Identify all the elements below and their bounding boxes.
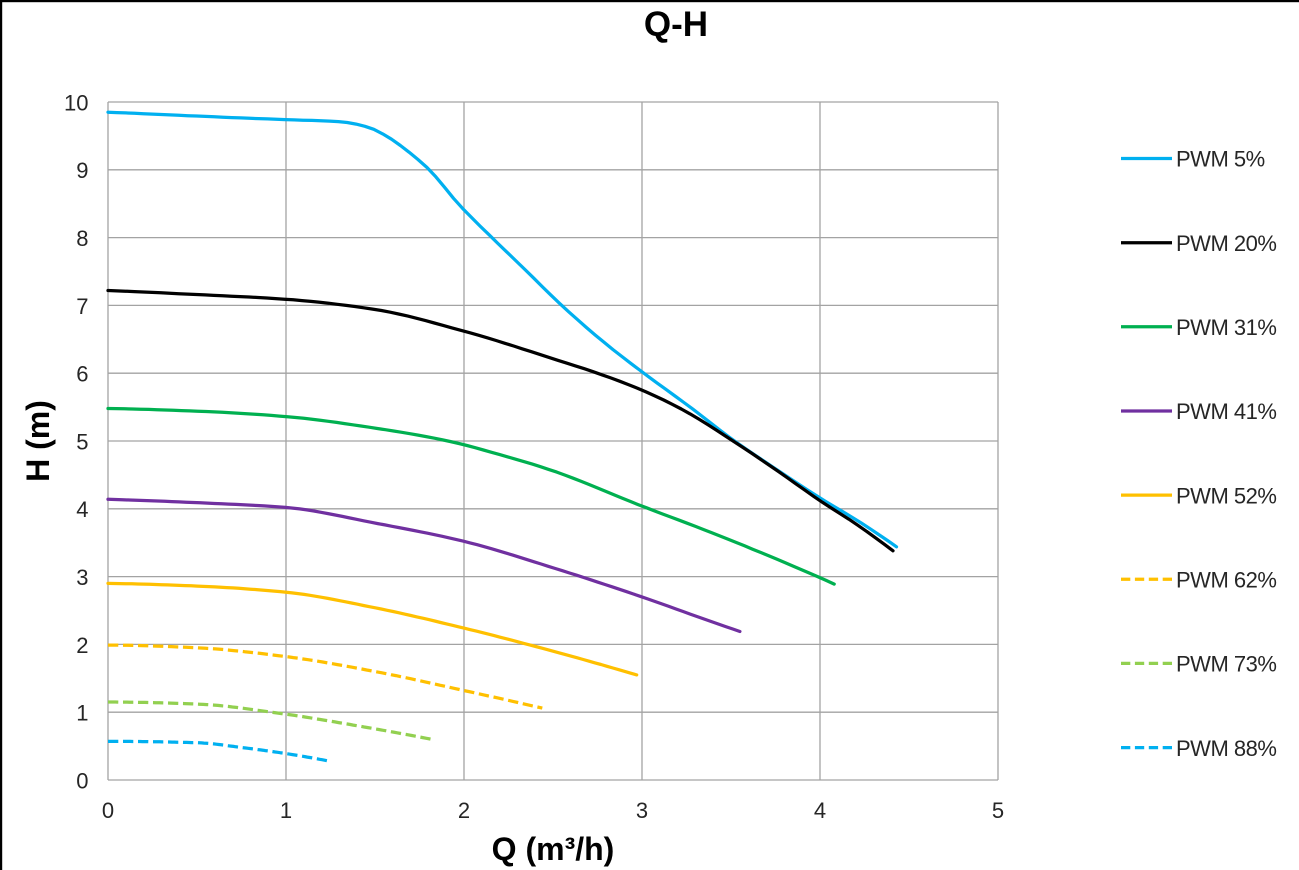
svg-text:6: 6 <box>76 362 88 387</box>
svg-text:0: 0 <box>76 768 88 793</box>
svg-text:PWM 73%: PWM 73% <box>1176 652 1276 677</box>
svg-text:7: 7 <box>76 294 88 319</box>
svg-text:9: 9 <box>76 158 88 183</box>
svg-text:H (m): H (m) <box>20 400 56 482</box>
svg-text:PWM 52%: PWM 52% <box>1176 483 1276 508</box>
svg-text:PWM 62%: PWM 62% <box>1176 568 1276 593</box>
svg-text:2: 2 <box>458 798 470 823</box>
svg-text:3: 3 <box>636 798 648 823</box>
svg-text:5: 5 <box>76 429 88 454</box>
svg-text:8: 8 <box>76 226 88 251</box>
svg-text:0: 0 <box>102 798 114 823</box>
svg-text:Q (m³/h): Q (m³/h) <box>492 831 615 867</box>
svg-text:1: 1 <box>280 798 292 823</box>
svg-text:PWM 31%: PWM 31% <box>1176 315 1276 340</box>
svg-text:Q-H: Q-H <box>644 5 708 44</box>
svg-text:1: 1 <box>76 701 88 726</box>
svg-text:2: 2 <box>76 633 88 658</box>
svg-text:5: 5 <box>992 798 1004 823</box>
svg-text:3: 3 <box>76 565 88 590</box>
svg-text:4: 4 <box>76 497 88 522</box>
svg-text:4: 4 <box>814 798 826 823</box>
svg-text:PWM 88%: PWM 88% <box>1176 736 1276 761</box>
svg-text:PWM 5%: PWM 5% <box>1176 147 1265 172</box>
svg-text:10: 10 <box>64 90 88 115</box>
svg-text:PWM 41%: PWM 41% <box>1176 399 1276 424</box>
svg-text:PWM 20%: PWM 20% <box>1176 231 1276 256</box>
